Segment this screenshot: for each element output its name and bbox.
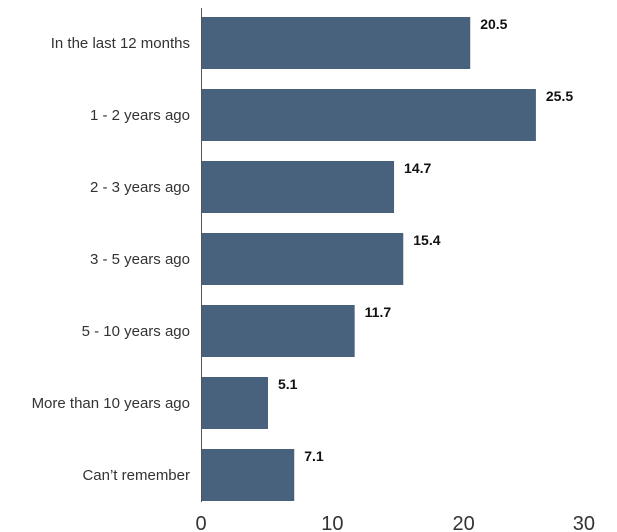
value-label-3: 15.4 [413,232,440,248]
x-axis-ticks: 0 10 20 30 [195,513,595,532]
category-label-3: 3 - 5 years ago [90,251,190,268]
value-label-0: 20.5 [480,16,507,32]
value-labels: 20.5 25.5 14.7 15.4 11.7 5.1 7.1 [278,16,573,464]
bars-layer [201,17,536,501]
bar-2 [201,161,395,213]
value-label-4: 11.7 [365,304,392,320]
bar-5 [201,377,268,429]
bar-1 [201,89,536,141]
category-label-0: In the last 12 months [51,35,190,52]
x-tick-label-1: 10 [321,513,343,532]
bar-6 [201,449,295,501]
category-labels: In the last 12 months 1 - 2 years ago 2 - … [32,35,190,484]
x-tick-label-3: 30 [573,513,595,532]
category-label-5: More than 10 years ago [32,395,190,412]
x-tick-label-0: 0 [195,513,206,532]
category-label-6: Can’t remember [82,467,190,484]
category-label-4: 5 - 10 years ago [82,323,190,340]
bar-4 [201,305,355,357]
category-label-2: 2 - 3 years ago [90,179,190,196]
value-label-6: 7.1 [304,448,324,464]
value-label-1: 25.5 [546,88,573,104]
x-tick-label-2: 20 [453,513,475,532]
bar-3 [201,233,404,285]
value-label-2: 14.7 [404,160,431,176]
bar-0 [201,17,471,69]
category-label-1: 1 - 2 years ago [90,107,190,124]
value-label-5: 5.1 [278,376,298,392]
